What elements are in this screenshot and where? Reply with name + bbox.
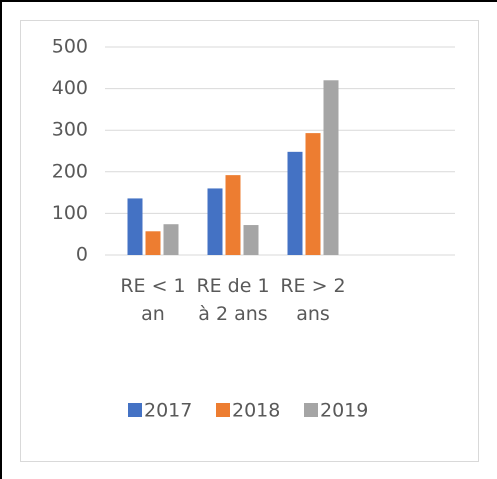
y-tick-label: 300: [52, 119, 88, 141]
x-tick-label: RE < 1 an: [120, 275, 186, 325]
bar: [145, 231, 161, 255]
bar: [163, 224, 179, 255]
legend-swatch: [128, 403, 142, 417]
y-tick-label: 0: [76, 244, 88, 266]
chart-area: [20, 20, 479, 462]
bar: [323, 80, 339, 255]
x-tick-label: RE > 2 ans: [280, 275, 346, 325]
bar: [243, 225, 259, 255]
y-tick-label: 100: [52, 202, 88, 224]
bar: [287, 151, 303, 255]
bar: [207, 188, 223, 255]
x-tick-label: RE de 1 à 2 ans: [196, 275, 270, 325]
bar: [127, 198, 143, 255]
bar: [225, 175, 241, 255]
legend-label: 2019: [320, 400, 368, 422]
legend-label: 2017: [144, 400, 192, 422]
legend-label: 2018: [232, 400, 280, 422]
bar: [305, 133, 321, 255]
legend-swatch: [304, 403, 318, 417]
y-tick-label: 400: [52, 77, 88, 99]
y-tick-label: 500: [52, 36, 88, 58]
legend-swatch: [216, 403, 230, 417]
y-tick-label: 200: [52, 160, 88, 182]
